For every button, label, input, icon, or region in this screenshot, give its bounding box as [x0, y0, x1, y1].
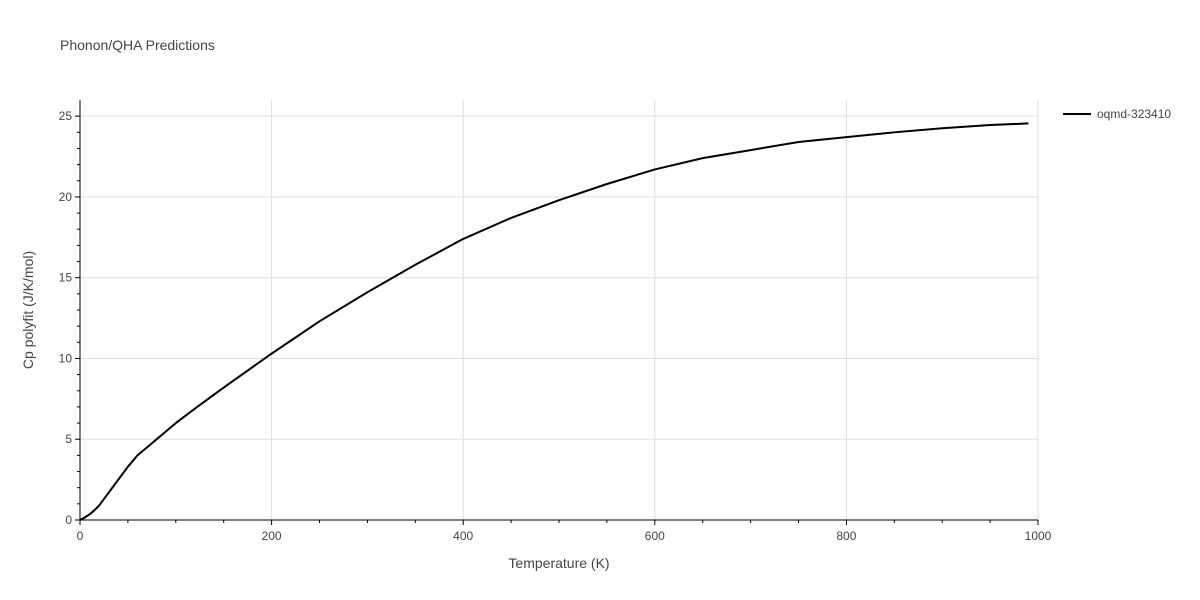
grid	[80, 100, 1039, 520]
y-tick-label: 25	[59, 109, 73, 123]
series-group	[79, 122, 1029, 521]
x-tick-label: 600	[645, 529, 665, 543]
y-tick-label: 10	[59, 351, 73, 365]
x-axis-label: Temperature (K)	[508, 555, 609, 571]
y-axis-ticks: 0 5 10 15 20 25	[59, 109, 73, 527]
y-tick-label: 0	[65, 513, 72, 527]
x-tick-label: 400	[453, 529, 473, 543]
axes	[75, 100, 1039, 525]
y-axis-label: Cp polyfit (J/K/mol)	[20, 251, 36, 369]
y-tick-label: 5	[65, 432, 72, 446]
chart-title: Phonon/QHA Predictions	[60, 37, 215, 53]
y-tick-label: 15	[59, 271, 73, 285]
series-line	[79, 122, 1029, 521]
legend-label: oqmd-323410	[1097, 107, 1171, 121]
x-axis-ticks: 0 200 400 600 800 1000	[77, 529, 1052, 543]
x-tick-label: 800	[836, 529, 856, 543]
y-tick-label: 20	[59, 190, 73, 204]
legend[interactable]: oqmd-323410	[1063, 107, 1171, 121]
x-tick-label: 1000	[1025, 529, 1052, 543]
x-tick-label: 0	[77, 529, 84, 543]
x-tick-label: 200	[262, 529, 282, 543]
